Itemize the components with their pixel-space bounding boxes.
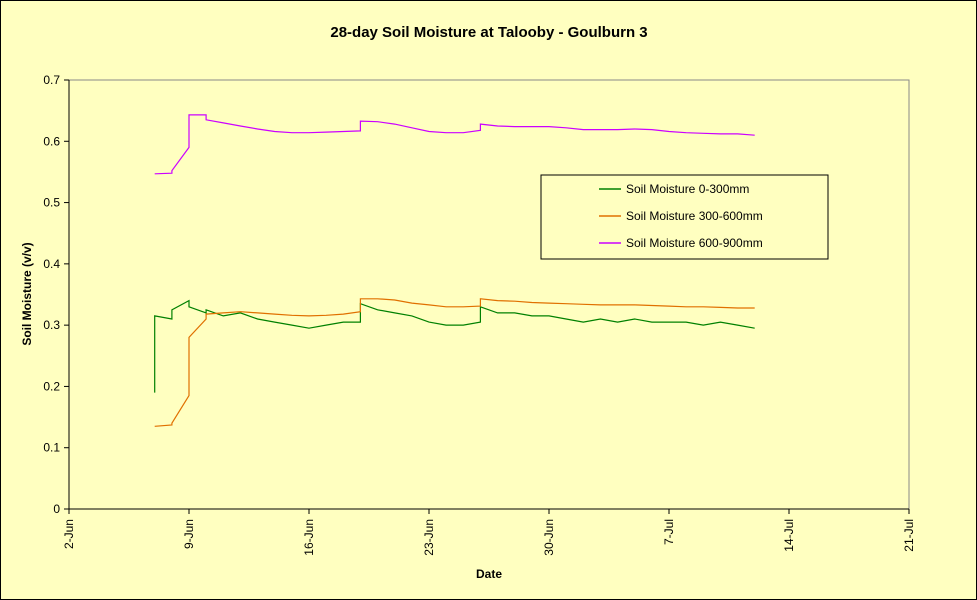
legend: Soil Moisture 0-300mm Soil Moisture 300-6… [540,174,829,260]
series-line-1 [154,299,755,393]
series-layer [154,114,755,427]
series-line-2 [154,298,755,427]
y-tick-label: 0.1 [43,441,60,455]
series-line-3 [154,114,755,175]
y-axis: 0 0.1 0.2 0.3 0.4 0.5 0.6 0.7 [43,73,70,516]
x-tick-label: 16-Jun [302,519,316,556]
y-tick-label: 0.3 [43,318,60,332]
y-tick-label: 0.2 [43,379,60,393]
chart-title: 28-day Soil Moisture at Talooby - Goulbu… [330,24,647,41]
y-tick-label: 0.4 [43,257,60,271]
x-tick-label: 14-Jul [782,519,796,552]
legend-label-3: Soil Moisture 600-900mm [626,236,763,250]
y-tick-label: 0 [53,502,60,516]
legend-label-1: Soil Moisture 0-300mm [626,182,749,196]
y-tick-label: 0.6 [43,134,60,148]
legend-box [540,174,829,260]
x-tick-label: 23-Jun [422,519,436,556]
y-tick-label: 0.5 [43,196,60,210]
plot-area [68,79,910,510]
x-axis-title: Date [476,567,502,581]
x-tick-label: 9-Jun [182,519,196,549]
x-tick-label: 30-Jun [542,519,556,556]
legend-label-2: Soil Moisture 300-600mm [626,209,763,223]
x-tick-label: 21-Jul [902,519,916,552]
x-axis: 2-Jun 9-Jun 16-Jun 23-Jun 30-Jun 7-Jul 14-Jul 2… [62,508,916,556]
x-tick-label: 7-Jul [662,519,676,545]
y-axis-title: Soil Moisture (v/v) [20,242,34,345]
x-tick-label: 2-Jun [62,519,76,549]
y-tick-label: 0.7 [43,73,60,87]
